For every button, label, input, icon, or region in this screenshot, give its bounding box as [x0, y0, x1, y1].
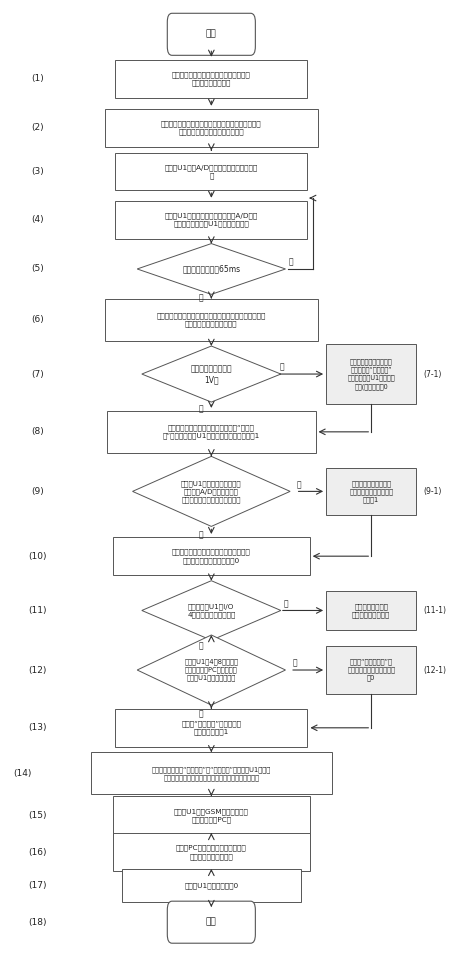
- Text: 单片机U1对压力信号进行采样，经A/D转换
后，存储到单片机U1的存储单元中；: 单片机U1对压力信号进行采样，经A/D转换 后，存储到单片机U1的存储单元中；: [165, 212, 258, 228]
- Text: 主控室PC机根据接收的信息确定变
电站接地线的四种状态: 主控室PC机根据接收的信息确定变 电站接地线的四种状态: [176, 845, 247, 859]
- Text: 是: 是: [199, 404, 204, 414]
- Text: 确定为“对错误接线”，
将位置逻辑判断跳标志位置
置0: 确定为“对错误接线”， 将位置逻辑判断跳标志位置 置0: [347, 659, 395, 682]
- FancyBboxPatch shape: [113, 537, 310, 575]
- Text: 若存储到数组中的数据进行平均值滤波和运算，得到环状
尺片压力传感器的压力値；: 若存储到数组中的数据进行平均值滤波和运算，得到环状 尺片压力传感器的压力値；: [157, 312, 266, 327]
- Text: 是: 是: [199, 641, 204, 650]
- Polygon shape: [133, 456, 290, 526]
- Text: (15): (15): [28, 811, 47, 820]
- FancyBboxPatch shape: [326, 345, 416, 404]
- Text: 否: 否: [280, 363, 285, 372]
- FancyBboxPatch shape: [105, 108, 318, 147]
- Text: 单片机U1所有标志位清0: 单片机U1所有标志位清0: [184, 882, 238, 889]
- Text: 将变电站内接地线号和接地位置的对应信
息下载到单片机向中: 将变电站内接地线号和接地位置的对应信 息下载到单片机向中: [172, 72, 251, 86]
- Polygon shape: [142, 581, 281, 640]
- FancyBboxPatch shape: [105, 299, 318, 341]
- Text: (14): (14): [13, 769, 31, 778]
- Text: 定时时间是否到达65ms: 定时时间是否到达65ms: [182, 264, 241, 274]
- Text: 否: 否: [297, 480, 302, 489]
- Text: (12): (12): [28, 665, 47, 675]
- Text: 液晶显示模块显示变电站接地线处于“工作状
态”，并将单片机U1的压力逻辑判断标志位置1: 液晶显示模块显示变电站接地线处于“工作状 态”，并将单片机U1的压力逻辑判断标志…: [163, 424, 260, 439]
- Text: 是: 是: [199, 531, 204, 540]
- FancyBboxPatch shape: [326, 468, 416, 515]
- FancyBboxPatch shape: [167, 13, 255, 56]
- Text: (12-1): (12-1): [424, 665, 446, 675]
- Text: 单片机U1进行A/D转换初始化、定时器初始
化: 单片机U1进行A/D转换初始化、定时器初始 化: [165, 164, 258, 180]
- Text: (16): (16): [28, 848, 47, 856]
- Polygon shape: [142, 346, 281, 402]
- FancyBboxPatch shape: [115, 201, 308, 239]
- Text: (3): (3): [31, 167, 44, 177]
- Text: (9-1): (9-1): [424, 487, 442, 496]
- Text: (7-1): (7-1): [424, 370, 442, 378]
- Text: (2): (2): [31, 124, 44, 132]
- Text: 是: 是: [199, 709, 204, 718]
- Text: (4): (4): [31, 215, 44, 225]
- Text: (10): (10): [28, 552, 47, 561]
- Text: 否: 否: [289, 257, 293, 267]
- FancyBboxPatch shape: [326, 591, 416, 630]
- Text: (6): (6): [31, 315, 44, 324]
- FancyBboxPatch shape: [115, 60, 308, 98]
- Text: (5): (5): [31, 264, 44, 274]
- Text: (11): (11): [28, 606, 47, 615]
- Text: 开始: 开始: [206, 30, 217, 38]
- FancyBboxPatch shape: [113, 833, 310, 872]
- Polygon shape: [137, 244, 286, 295]
- Text: (17): (17): [28, 881, 47, 890]
- Text: 确定为“正确接线”，将接地线
编组断标志位置1: 确定为“正确接线”，将接地线 编组断标志位置1: [182, 720, 242, 735]
- FancyBboxPatch shape: [326, 646, 416, 694]
- Text: 确定没有进行过接
线，警报至变电站内: 确定没有进行过接 线，警报至变电站内: [352, 603, 390, 618]
- Text: (9): (9): [31, 487, 44, 496]
- Text: (18): (18): [28, 918, 47, 926]
- Text: 否: 否: [293, 659, 297, 667]
- Text: (11-1): (11-1): [424, 606, 446, 615]
- FancyBboxPatch shape: [115, 708, 308, 747]
- Text: 否: 否: [283, 599, 288, 608]
- Text: 结束: 结束: [206, 918, 217, 926]
- FancyBboxPatch shape: [115, 154, 308, 190]
- Text: 单片机U1的4个8个输入引
脚値与主控室PC机已下载到
单片机U1的接地线号归？: 单片机U1的4个8个输入引 脚値与主控室PC机已下载到 单片机U1的接地线号归？: [184, 659, 238, 682]
- Text: (8): (8): [31, 427, 44, 437]
- Text: 压力値是否超过阈値
1V？: 压力値是否超过阈値 1V？: [190, 364, 232, 384]
- Text: 将片状尺局压力传感器和变电杆柱接接地线夹端一起
固定在接地柱上，开始进行检测；: 将片状尺局压力传感器和变电杆柱接接地线夹端一起 固定在接地柱上，开始进行检测；: [161, 121, 262, 135]
- FancyBboxPatch shape: [107, 411, 316, 453]
- FancyBboxPatch shape: [122, 869, 301, 902]
- Text: 确定为市电电压不正常，关电报警，将电
地线电压逻辑判断标志位置0: 确定为市电电压不正常，关电报警，将电 地线电压逻辑判断标志位置0: [172, 549, 251, 564]
- Text: 单片机U1通过GSM网络将信息包
发送给主控室PC机: 单片机U1通过GSM网络将信息包 发送给主控室PC机: [174, 808, 249, 823]
- Text: 是: 是: [199, 294, 204, 302]
- Polygon shape: [137, 635, 286, 705]
- FancyBboxPatch shape: [113, 796, 310, 834]
- Text: 单片机U1对市电电压信号进行
采集，并A/D转换后，判断
市电电压是否符合于设定的阈値: 单片机U1对市电电压信号进行 采集，并A/D转换后，判断 市电电压是否符合于设定…: [181, 480, 242, 503]
- FancyBboxPatch shape: [167, 901, 255, 944]
- Text: 判断单片机U1的I/O
4个输入引脚是否有値？: 判断单片机U1的I/O 4个输入引脚是否有値？: [187, 603, 235, 618]
- Text: (7): (7): [31, 370, 44, 378]
- Text: (13): (13): [28, 723, 47, 732]
- Text: 确定为市电电压正常，
将市电电压逻辑判断跳标
志位置1: 确定为市电电压正常， 将市电电压逻辑判断跳标 志位置1: [349, 480, 393, 503]
- Text: 将变电站接地线的“接地线号”、“接地位置”和单片机U1检测的
压力、市电电压及归位的标志位按格式定义的格式打包: 将变电站接地线的“接地线号”、“接地位置”和单片机U1检测的 压力、市电电压及归…: [151, 766, 271, 780]
- Text: 液晶显示模块显示变电路
接地线处于“游离状态”
，并将单片机U1的压力度
跳开(跳标志位置0: 液晶显示模块显示变电路 接地线处于“游离状态” ，并将单片机U1的压力度 跳开(…: [348, 359, 395, 390]
- Text: (1): (1): [31, 75, 44, 84]
- FancyBboxPatch shape: [91, 753, 332, 794]
